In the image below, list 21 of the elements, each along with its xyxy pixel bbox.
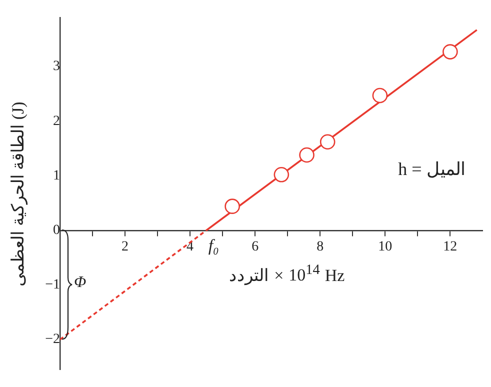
y-axis-title: الطاقة الحركية العظمى (J)	[8, 101, 28, 286]
x-tick-label: 2	[122, 239, 129, 254]
point	[372, 88, 388, 104]
point	[299, 147, 314, 163]
y-tick-label: 0	[53, 223, 60, 238]
annotation: Φ	[74, 274, 86, 292]
annotation: f₀	[208, 236, 219, 256]
y-tick-label: −1	[45, 278, 60, 293]
point	[224, 198, 240, 214]
y-tick-label: −2	[45, 332, 60, 348]
point	[320, 134, 336, 150]
x-tick-label: 6	[252, 239, 259, 254]
point	[442, 44, 458, 60]
y-tick-label: 3	[53, 59, 60, 74]
x-tick-label: 12	[443, 239, 458, 254]
point	[274, 167, 290, 182]
y-tick-label: 1	[53, 168, 60, 184]
x-tick-label: 8	[316, 239, 324, 254]
annotation: h = الميل	[398, 158, 466, 180]
x-tick-label: 10	[378, 239, 392, 254]
y-tick-label: 2	[53, 114, 60, 129]
